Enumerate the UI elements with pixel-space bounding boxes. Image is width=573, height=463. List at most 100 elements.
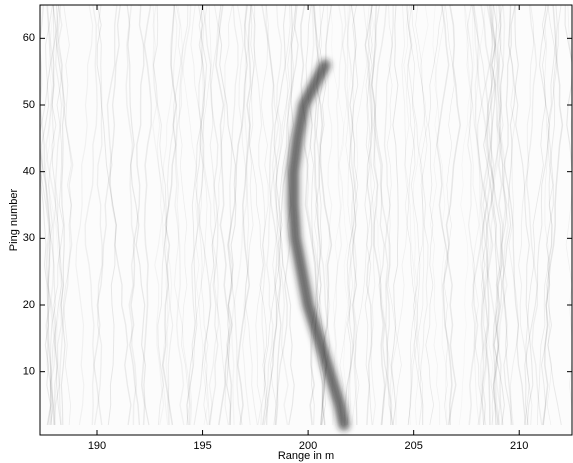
noise-line (162, 5, 178, 426)
noise-line (341, 5, 358, 426)
noise-line (152, 5, 168, 426)
plot-area (40, 5, 572, 435)
noise-line (193, 5, 211, 426)
y-tick-label: 20 (23, 299, 35, 311)
noise-line (270, 5, 293, 426)
noise-line (263, 5, 289, 426)
noise-line (346, 5, 359, 426)
noise-line (215, 5, 233, 426)
noise-line (364, 5, 376, 426)
noise-line (300, 5, 318, 426)
noise-line (174, 5, 209, 426)
y-tick-label: 50 (23, 99, 35, 111)
noise-line (40, 5, 55, 426)
x-axis-label: Range in m (278, 450, 334, 462)
noise-line (381, 5, 394, 426)
noise-line (275, 5, 295, 426)
noise-line (174, 5, 192, 426)
x-tick-label: 195 (193, 440, 211, 452)
noise-line (471, 5, 488, 426)
noise-line (472, 5, 501, 426)
noise-line (218, 5, 248, 426)
noise-line (211, 5, 233, 426)
noise-line (491, 5, 507, 426)
noise-line (236, 5, 251, 426)
noise-line (413, 5, 428, 426)
noise-line (518, 5, 535, 426)
noise-line (260, 5, 279, 426)
y-tick-label: 30 (23, 232, 35, 244)
noise-line (373, 5, 393, 426)
noise-line (109, 5, 132, 426)
noise-line (545, 5, 562, 426)
noise-line (164, 5, 189, 426)
noise-line (40, 5, 59, 426)
noise-line (407, 5, 429, 426)
noise-line (125, 5, 138, 426)
noise-line (370, 5, 386, 426)
noise-texture (40, 5, 572, 426)
noise-line (386, 5, 402, 425)
noise-line (261, 5, 283, 426)
noise-line (526, 5, 543, 426)
noise-line (262, 5, 298, 426)
noise-line (52, 5, 66, 426)
noise-line (203, 5, 219, 426)
x-tick-label: 200 (299, 440, 317, 452)
noise-line (406, 5, 417, 426)
noise-line (247, 5, 269, 426)
noise-line (188, 5, 206, 426)
noise-line (75, 5, 94, 426)
noise-line (354, 5, 376, 426)
noise-line (51, 5, 63, 426)
echo-core (290, 63, 347, 426)
noise-line (565, 5, 572, 421)
noise-line (390, 5, 409, 426)
x-tick-label: 210 (510, 440, 528, 452)
noise-line (228, 5, 243, 426)
noise-line (190, 5, 212, 426)
noise-line (443, 5, 455, 426)
noise-line (468, 5, 495, 426)
noise-line (217, 5, 237, 425)
noise-line (492, 5, 519, 426)
noise-line (346, 5, 372, 426)
noise-line (494, 5, 509, 426)
noise-line (52, 5, 64, 426)
noise-line (361, 5, 376, 426)
noise-line (265, 5, 299, 426)
noise-line (344, 5, 358, 426)
noise-line (485, 5, 495, 426)
noise-line (405, 5, 424, 426)
noise-line (46, 5, 62, 426)
echo-track (287, 59, 350, 431)
noise-line (129, 5, 145, 426)
noise-line (490, 5, 502, 426)
x-tick-label: 205 (404, 440, 422, 452)
noise-line (486, 5, 504, 426)
noise-line (495, 5, 513, 426)
noise-line (175, 5, 190, 426)
noise-line (483, 5, 505, 426)
noise-line (507, 5, 534, 426)
noise-line (425, 5, 445, 426)
noise-line (403, 5, 419, 426)
noise-line (524, 5, 551, 426)
noise-line (542, 5, 564, 426)
noise-line (202, 5, 219, 426)
noise-line (463, 5, 480, 426)
noise-line (407, 5, 428, 426)
noise-line (237, 5, 253, 426)
noise-line (140, 5, 153, 426)
noise-line (480, 5, 496, 426)
noise-line (93, 5, 118, 426)
plot-frame (39, 4, 573, 436)
noise-line (314, 5, 333, 426)
noise-line (96, 5, 117, 426)
noise-line (490, 5, 512, 426)
x-tick-label: 190 (88, 440, 106, 452)
noise-line (466, 5, 487, 426)
noise-line (430, 5, 447, 425)
noise-line (523, 5, 547, 426)
noise-line (40, 5, 56, 426)
